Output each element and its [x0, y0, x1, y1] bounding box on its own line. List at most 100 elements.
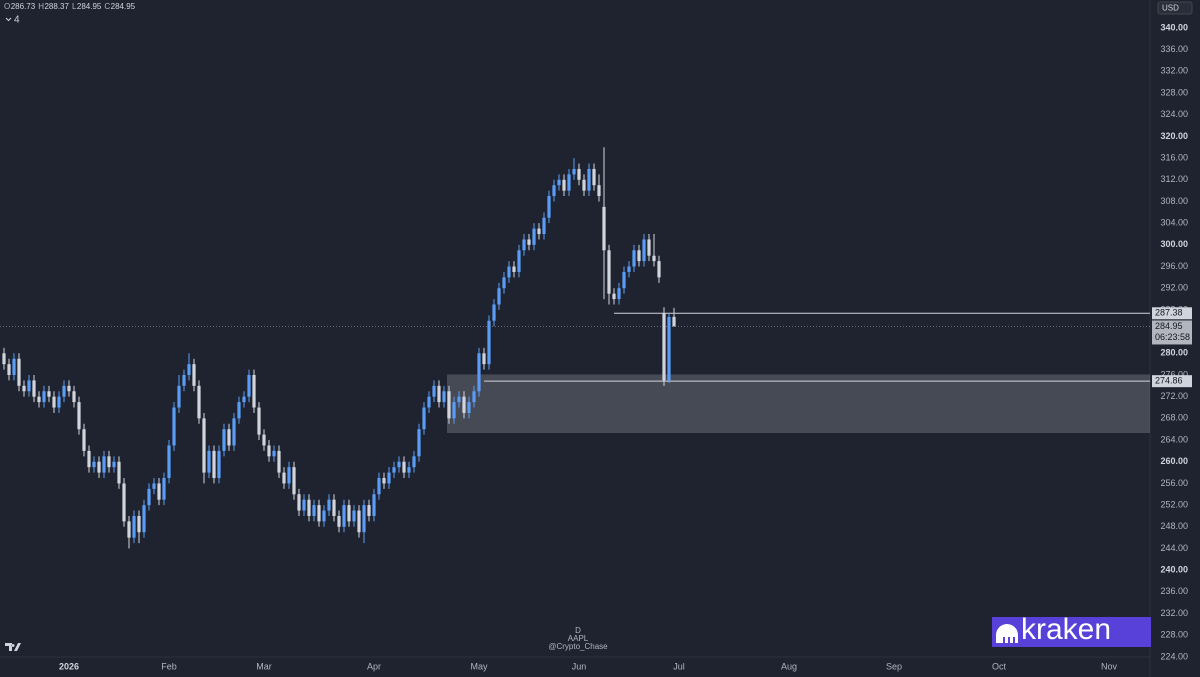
- candle-body: [427, 396, 431, 408]
- candle-body: [662, 313, 666, 381]
- y-tick-label: 256.00: [1160, 478, 1188, 488]
- candle-body: [412, 456, 416, 468]
- candle-body: [272, 450, 276, 457]
- candle-body: [612, 293, 616, 300]
- candle-body: [257, 407, 261, 435]
- candle-body: [352, 510, 356, 522]
- x-tick-label: Sep: [886, 661, 902, 671]
- candle-body: [542, 217, 546, 235]
- candle-body: [667, 316, 671, 381]
- collapse-chevron[interactable]: [5, 17, 12, 22]
- candle-body: [152, 483, 156, 489]
- candle-body: [92, 461, 96, 468]
- candle-body: [47, 391, 51, 397]
- candle-body: [537, 228, 541, 235]
- level-label: 274.86: [1155, 376, 1183, 386]
- zone: [447, 374, 1150, 434]
- candle-body: [627, 266, 631, 272]
- candle-body: [512, 266, 516, 272]
- y-tick-label: 244.00: [1160, 543, 1188, 553]
- candle-body: [327, 499, 331, 511]
- candle-body: [592, 168, 596, 186]
- candle-body: [22, 385, 26, 392]
- logo-icon: [996, 624, 1018, 643]
- candle-body: [82, 429, 86, 451]
- x-tick-label: Feb: [161, 661, 177, 671]
- candle-body: [27, 380, 31, 392]
- ohlc-value: 284.95: [77, 2, 102, 11]
- candle-body: [647, 239, 651, 256]
- y-tick-label: 312.00: [1160, 174, 1188, 184]
- candle-body: [307, 499, 311, 516]
- candle-body: [202, 418, 206, 473]
- candle-body: [372, 494, 376, 516]
- candle-body: [287, 467, 291, 484]
- candle-body: [32, 380, 36, 397]
- candle-body: [472, 391, 476, 403]
- candle-body: [387, 472, 391, 484]
- y-tick-label: 232.00: [1160, 608, 1188, 618]
- candle-body: [492, 304, 496, 321]
- x-tick-label: Jun: [572, 661, 587, 671]
- candle-body: [367, 505, 371, 516]
- candle-body: [337, 515, 341, 527]
- candle-body: [487, 320, 491, 365]
- candle-body: [67, 385, 71, 392]
- y-tick-label: 308.00: [1160, 196, 1188, 206]
- currency-button[interactable]: [1157, 1, 1193, 15]
- candle-body: [132, 515, 136, 538]
- indicator-count[interactable]: 4: [14, 15, 20, 26]
- y-tick-label: 224.00: [1160, 651, 1188, 661]
- candle-body: [397, 461, 401, 468]
- current-price-label-box: [1152, 320, 1192, 345]
- y-tick-label: 280.00: [1160, 348, 1188, 358]
- candle-body: [222, 429, 226, 451]
- candle-body: [617, 288, 621, 300]
- candle-body: [572, 168, 576, 175]
- y-tick-label: 272.00: [1160, 391, 1188, 401]
- x-tick-label: Nov: [1101, 661, 1118, 671]
- candle-body: [632, 250, 636, 267]
- candle-body: [227, 429, 231, 446]
- tv-logo: [5, 643, 21, 651]
- y-tick-label: 228.00: [1160, 630, 1188, 640]
- candle-body: [12, 358, 16, 375]
- candle-body: [112, 461, 116, 468]
- x-tick-label: May: [470, 661, 488, 671]
- y-tick-label: 276.00: [1160, 369, 1188, 379]
- candle-body: [17, 358, 21, 386]
- candle-body: [192, 364, 196, 386]
- candle-body: [72, 391, 76, 403]
- candle-body: [642, 239, 646, 262]
- candle-body: [247, 374, 251, 397]
- candle-body: [312, 505, 316, 516]
- candle-body: [517, 250, 521, 272]
- x-tick-label: Mar: [256, 661, 272, 671]
- candle-body: [97, 461, 101, 473]
- candle-body: [437, 385, 441, 403]
- y-tick-label: 292.00: [1160, 283, 1188, 293]
- x-tick-label: 2026: [59, 661, 79, 671]
- candle-body: [462, 396, 466, 413]
- candle-body: [672, 316, 676, 327]
- candle-body: [262, 434, 266, 446]
- logo-text: kraken: [1021, 613, 1111, 646]
- candle-body: [457, 396, 461, 403]
- candle-body: [527, 239, 531, 245]
- candle-body: [392, 467, 396, 473]
- candle-body: [482, 353, 486, 365]
- candle-body: [7, 364, 11, 375]
- currency-label[interactable]: USD: [1162, 4, 1179, 13]
- candle-body: [467, 402, 471, 413]
- x-tick-label: Aug: [781, 661, 797, 671]
- candle-body: [87, 450, 91, 468]
- candle-body: [602, 206, 606, 251]
- x-tick-label: Oct: [992, 661, 1007, 671]
- candle-body: [127, 521, 131, 538]
- candle-body: [317, 505, 321, 522]
- candle-body: [452, 402, 456, 419]
- candle-body: [407, 467, 411, 473]
- y-tick-label: 236.00: [1160, 586, 1188, 596]
- candle-body: [2, 353, 6, 365]
